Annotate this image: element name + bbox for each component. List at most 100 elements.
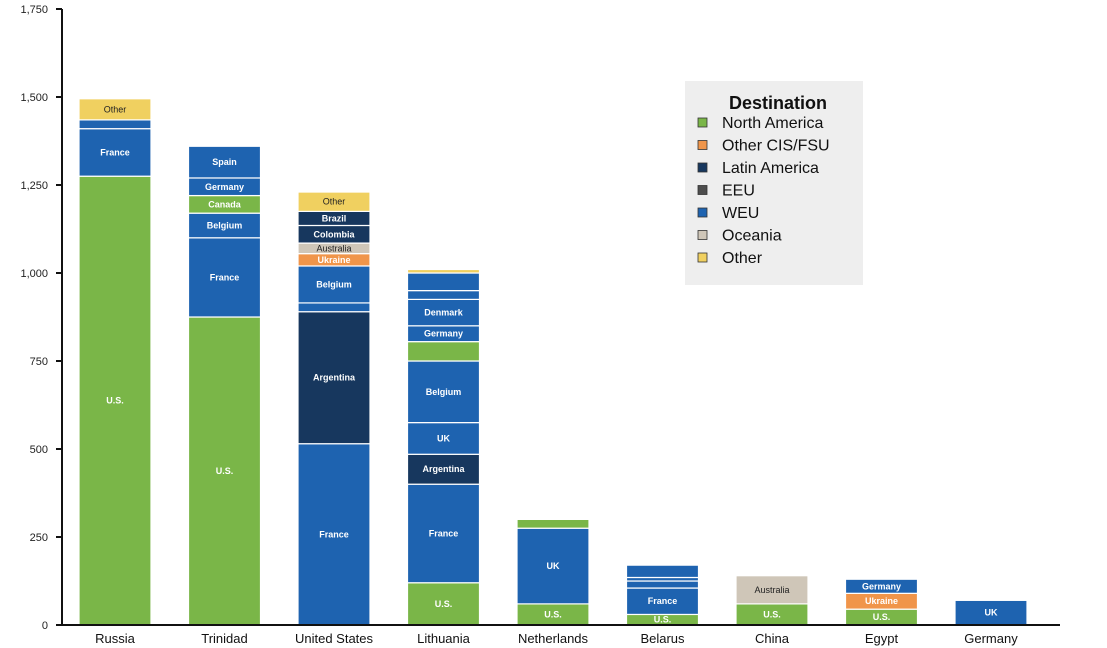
bar-segment [406,268,481,274]
y-tick-label: 0 [42,620,48,632]
segment-label: Canada [208,199,242,209]
x-category-label: Trinidad [201,631,247,646]
segment-label: France [319,529,349,539]
legend-swatch [697,117,708,128]
bar-united-states: France Argentina Belgium Ukraine Australia Co… [297,191,371,626]
segment-label: U.S. [873,612,891,622]
segment-label: Australia [754,585,789,595]
bar-segment [625,587,700,616]
segment-label: Germany [862,581,901,591]
segment-label: UK [437,433,450,443]
x-category-label: Netherlands [518,631,589,646]
bar-segment [297,311,371,445]
segment-label: Germany [424,329,463,339]
legend-swatch [697,252,708,263]
segment-label: France [210,272,240,282]
bar-lithuania: U.S. France Argentina UK Belgium Germany Denma… [406,268,481,626]
legend-entry-label: WEU [722,205,759,222]
bar-segment [297,443,371,626]
segment-label: Belgium [426,387,462,397]
bars: U.S. France Other U.S. France Belgium Canada Ge… [78,98,1028,626]
bar-netherlands: U.S. UK [516,518,590,626]
bar-belarus: U.S. France [625,564,700,626]
legend-entry-label: Latin America [722,160,819,177]
bar-russia: U.S. France Other [78,98,152,626]
bar-segment [297,302,371,313]
segment-label: Other [323,197,346,207]
y-tick-label: 500 [30,444,48,456]
y-tick-label: 750 [30,356,48,368]
bar-germany: UK [954,599,1028,626]
legend: Destination North America Other CIS/FSU La… [685,81,863,285]
bar-segment [625,564,700,579]
y-tick-label: 1,000 [20,268,48,280]
bar-segment [625,580,700,589]
bar-china: U.S. Australia [735,575,809,626]
legend-swatch [697,162,708,173]
x-category-label: Egypt [865,631,899,646]
bar-segment [735,575,809,605]
y-tick-label: 1,500 [20,92,48,104]
x-category-label: Germany [964,631,1018,646]
segment-label: Ukraine [865,596,898,606]
bar-segment [954,599,1028,626]
segment-label: U.S. [654,615,672,625]
bar-segment [406,298,481,327]
bar-segment [406,483,481,584]
segment-label: Ukraine [317,255,350,265]
y-tick-label: 1,250 [20,180,48,192]
bar-segment [78,98,152,121]
x-axis: Russia Trinidad United States Lithuania Neth… [62,624,1060,646]
segment-label: U.S. [544,609,562,619]
segment-label: Spain [212,157,237,167]
segment-label: Argentina [422,464,465,474]
bar-segment [406,453,481,485]
y-axis: 0 250 500 750 1,000 1,250 1,500 1,750 [20,4,63,632]
x-category-label: Belarus [640,631,685,646]
segment-label: U.S. [435,599,453,609]
segment-label: France [100,147,130,157]
segment-label: Belgium [207,220,243,230]
bar-segment [516,518,590,529]
segment-label: Other [104,104,127,114]
segment-label: France [429,528,459,538]
segment-label: U.S. [106,396,124,406]
bar-segment [406,341,481,362]
legend-background [685,81,863,285]
legend-swatch [697,185,708,195]
legend-entry-label: Other CIS/FSU [722,138,830,155]
bar-segment [406,290,481,301]
x-category-label: Lithuania [417,631,471,646]
bar-segment [516,527,590,605]
segment-label: Denmark [424,308,464,318]
legend-title: Destination [729,93,827,113]
segment-label: Germany [205,182,244,192]
segment-label: U.S. [763,609,781,619]
bar-segment [78,119,152,130]
segment-label: Brazil [322,213,347,223]
bar-segment [297,265,371,304]
segment-label: Australia [316,243,351,253]
bar-segment [187,145,262,179]
segment-label: UK [985,608,998,618]
bar-segment [78,175,152,626]
bar-trinidad: U.S. France Belgium Canada Germany Spain [187,145,262,626]
y-tick-label: 250 [30,532,48,544]
x-category-label: United States [295,631,374,646]
legend-swatch [697,207,708,218]
legend-swatch [697,230,708,240]
y-tick-label: 1,750 [20,4,48,16]
segment-label: Argentina [313,373,356,383]
bar-segment [78,128,152,177]
legend-entry-label: North America [722,115,823,132]
segment-label: France [648,596,678,606]
legend-swatch [697,140,708,150]
bar-egypt: U.S. Ukraine Germany [844,578,919,626]
segment-label: UK [547,561,560,571]
bar-segment [297,191,371,212]
legend-entry-label: Oceania [722,228,782,245]
legend-entry-label: Other [722,250,763,267]
bar-segment [844,578,919,594]
segment-label: Belgium [316,279,352,289]
